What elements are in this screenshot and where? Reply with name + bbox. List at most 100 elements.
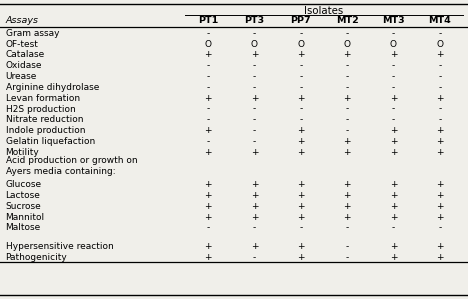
Text: -: -	[392, 72, 395, 81]
Text: -: -	[299, 115, 302, 124]
Text: Assays: Assays	[6, 16, 39, 25]
Text: -: -	[392, 223, 395, 232]
Text: -: -	[438, 61, 441, 70]
Text: +: +	[390, 51, 397, 60]
Text: -: -	[438, 72, 441, 81]
Text: O: O	[436, 40, 443, 49]
Text: -: -	[299, 104, 302, 114]
Text: -: -	[299, 72, 302, 81]
Text: +: +	[297, 191, 305, 200]
Text: +: +	[297, 202, 305, 211]
Text: -: -	[206, 104, 210, 114]
Text: -: -	[299, 61, 302, 70]
Text: Oxidase: Oxidase	[6, 61, 42, 70]
Text: +: +	[205, 253, 212, 262]
Text: +: +	[344, 94, 351, 103]
Text: +: +	[436, 191, 444, 200]
Text: +: +	[436, 253, 444, 262]
Text: Urease: Urease	[6, 72, 37, 81]
Text: +: +	[251, 94, 258, 103]
Text: -: -	[206, 29, 210, 38]
Text: -: -	[206, 72, 210, 81]
Text: +: +	[344, 180, 351, 189]
Text: -: -	[392, 83, 395, 92]
Text: -: -	[345, 104, 349, 114]
Text: +: +	[436, 242, 444, 251]
Text: -: -	[253, 61, 256, 70]
Text: Lactose: Lactose	[6, 191, 41, 200]
Text: Motility: Motility	[6, 148, 39, 157]
Text: +: +	[297, 253, 305, 262]
Text: MT3: MT3	[382, 16, 405, 25]
Text: O: O	[205, 40, 212, 49]
Text: +: +	[344, 51, 351, 60]
Text: -: -	[253, 29, 256, 38]
Text: +: +	[205, 94, 212, 103]
Text: Nitrate reduction: Nitrate reduction	[6, 115, 83, 124]
Text: -: -	[299, 83, 302, 92]
Text: +: +	[436, 148, 444, 157]
Text: -: -	[299, 29, 302, 38]
Text: +: +	[205, 191, 212, 200]
Text: +: +	[390, 94, 397, 103]
Text: PT1: PT1	[198, 16, 218, 25]
Text: Arginine dihydrolase: Arginine dihydrolase	[6, 83, 99, 92]
Text: Gelatin liquefaction: Gelatin liquefaction	[6, 137, 95, 146]
Text: +: +	[205, 242, 212, 251]
Text: -: -	[392, 29, 395, 38]
Text: +: +	[436, 51, 444, 60]
Text: -: -	[392, 104, 395, 114]
Text: +: +	[205, 202, 212, 211]
Text: +: +	[436, 137, 444, 146]
Text: +: +	[344, 202, 351, 211]
Text: -: -	[206, 61, 210, 70]
Text: -: -	[345, 61, 349, 70]
Text: -: -	[253, 83, 256, 92]
Text: -: -	[345, 72, 349, 81]
Text: O: O	[390, 40, 397, 49]
Text: -: -	[345, 29, 349, 38]
Text: +: +	[390, 137, 397, 146]
Text: Isolates: Isolates	[304, 6, 344, 16]
Text: +: +	[205, 51, 212, 60]
Text: -: -	[253, 223, 256, 232]
Text: +: +	[297, 137, 305, 146]
Text: Acid production or growth on: Acid production or growth on	[6, 156, 137, 165]
Text: MT4: MT4	[428, 16, 451, 25]
Text: Maltose: Maltose	[6, 223, 41, 232]
Text: -: -	[345, 126, 349, 135]
Text: +: +	[251, 180, 258, 189]
Text: -: -	[438, 104, 441, 114]
Text: +: +	[390, 191, 397, 200]
Text: -: -	[438, 223, 441, 232]
Text: +: +	[390, 213, 397, 222]
Text: -: -	[345, 242, 349, 251]
Text: +: +	[205, 148, 212, 157]
Text: +: +	[205, 213, 212, 222]
Text: +: +	[390, 242, 397, 251]
Text: +: +	[205, 180, 212, 189]
Text: Mannitol: Mannitol	[6, 213, 45, 222]
Text: MT2: MT2	[336, 16, 358, 25]
Text: H2S production: H2S production	[6, 104, 75, 114]
Text: -: -	[253, 115, 256, 124]
Text: Levan formation: Levan formation	[6, 94, 80, 103]
Text: PT3: PT3	[244, 16, 264, 25]
Text: Pathogenicity: Pathogenicity	[6, 253, 67, 262]
Text: Sucrose: Sucrose	[6, 202, 41, 211]
Text: +: +	[297, 213, 305, 222]
Text: +: +	[297, 242, 305, 251]
Text: +: +	[251, 242, 258, 251]
Text: -: -	[392, 115, 395, 124]
Text: +: +	[344, 148, 351, 157]
Text: O: O	[344, 40, 351, 49]
Text: +: +	[436, 126, 444, 135]
Text: +: +	[251, 213, 258, 222]
Text: +: +	[436, 180, 444, 189]
Text: -: -	[345, 115, 349, 124]
Text: +: +	[390, 202, 397, 211]
Text: +: +	[251, 51, 258, 60]
Text: OF-test: OF-test	[6, 40, 38, 49]
Text: +: +	[297, 94, 305, 103]
Text: Glucose: Glucose	[6, 180, 42, 189]
